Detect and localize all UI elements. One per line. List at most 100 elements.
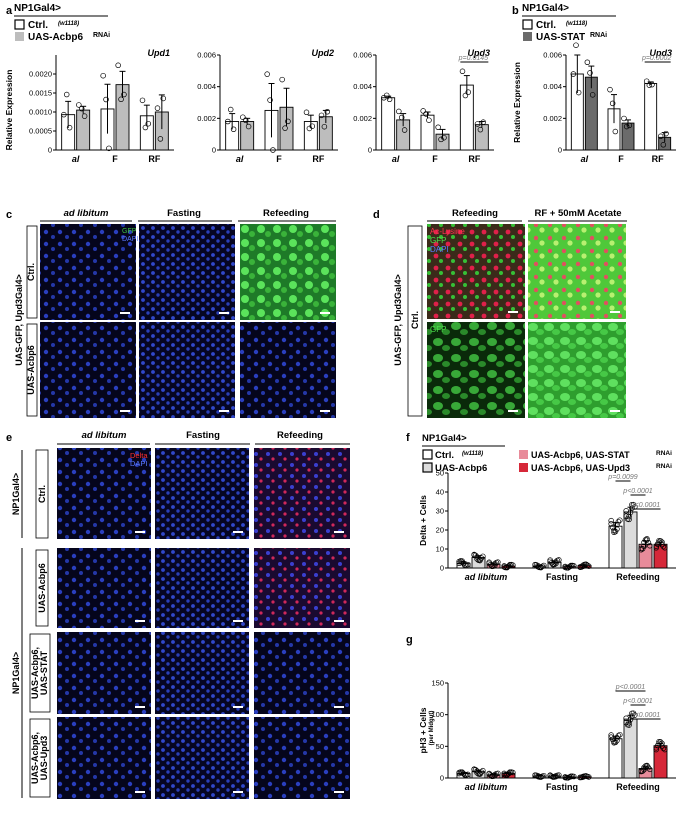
legend-f: NP1Gal4> Ctrl. (w1118) UAS-Acbp6 UAS-Acb… — [422, 433, 672, 474]
data-point — [580, 773, 586, 780]
scale-bar — [508, 410, 518, 412]
data-point — [477, 556, 483, 563]
data-point — [646, 82, 653, 88]
data-point — [270, 147, 276, 153]
legend-b-stat-sup: RNAi — [590, 32, 607, 39]
data-point — [487, 772, 494, 778]
data-point — [285, 118, 291, 125]
panel-e: ad libitum Fasting Refeeding Delta DAPI … — [11, 430, 350, 799]
data-point — [535, 773, 541, 780]
data-point — [609, 524, 616, 531]
data-point — [627, 716, 634, 723]
scale-bar — [135, 620, 145, 622]
data-point — [607, 86, 613, 93]
micrograph-d-acetate-merge — [528, 224, 626, 319]
data-point — [456, 769, 462, 776]
data-point — [639, 546, 646, 552]
panel-e-col-2: Fasting — [186, 430, 220, 441]
scale-bar — [120, 410, 130, 412]
data-point — [61, 111, 67, 118]
legend-swatch-ctrl-b — [522, 19, 533, 30]
legend-swatch-stat-rnai — [523, 32, 532, 41]
data-point — [565, 774, 571, 781]
data-point — [493, 559, 500, 566]
micrograph-c-al-rnai — [40, 322, 136, 418]
data-point — [106, 145, 112, 152]
data-point — [550, 561, 556, 568]
x-tick-label: F — [618, 154, 624, 164]
data-point — [644, 763, 650, 769]
x-tick-label: al — [236, 154, 244, 164]
data-point — [659, 740, 665, 747]
bar — [644, 83, 658, 151]
stain-d-dapi: DAPI — [430, 245, 449, 254]
y-tick-label: 30 — [436, 507, 444, 516]
y-tick-label: 0.006 — [197, 51, 216, 60]
scale-bar — [610, 410, 620, 412]
data-point — [501, 564, 507, 570]
data-point — [160, 95, 167, 102]
legend-f-swatch-ctrl — [422, 449, 433, 460]
y-axis-label: pH3 + Cells — [418, 707, 428, 753]
panel-c: ad libitum Fasting Refeeding GFP DAPI Ct… — [14, 208, 336, 418]
data-point — [538, 564, 544, 570]
legend-f-upd3: UAS-Acbp6, UAS-Upd3 — [531, 463, 630, 473]
panel-e-side-2: NP1Gal4> — [11, 652, 21, 694]
y-tick-label: 0.004 — [543, 82, 562, 91]
data-point — [653, 543, 659, 549]
micrograph-c-f-rnai — [139, 322, 235, 418]
data-point — [550, 774, 556, 780]
micrograph-e-f-upd3 — [155, 717, 249, 799]
legend-f-swatch-acbp6 — [422, 462, 433, 473]
legend-a: NP1Gal4> Ctrl. (w1118) UAS-Acbp6 RNAi — [14, 3, 110, 43]
data-point — [321, 123, 328, 130]
panel-d: Refeeding RF + 50mM Acetate Ac-Lysine GF… — [393, 208, 627, 418]
panel-e-row-3b: UAS-STAT — [39, 650, 49, 695]
y-tick-label: 0 — [212, 146, 216, 155]
data-point — [118, 96, 124, 103]
stain-e-delta: Delta — [130, 451, 148, 460]
data-point — [553, 773, 559, 779]
scale-bar — [320, 312, 330, 314]
data-point — [142, 124, 149, 131]
data-point — [649, 81, 655, 88]
data-point — [568, 562, 574, 569]
panel-e-row-4b: UAS-Upd3 — [39, 736, 49, 781]
data-point — [303, 109, 310, 116]
p-value: p=0.0002 — [641, 55, 671, 62]
data-point — [653, 544, 659, 551]
bar — [459, 84, 474, 151]
data-point — [420, 108, 426, 114]
bar — [76, 109, 91, 151]
stain-d-gfp: GFP — [430, 236, 446, 245]
micrograph-c-rf-ctrl — [240, 224, 336, 320]
data-point — [562, 774, 568, 781]
data-point — [553, 560, 559, 567]
data-point — [465, 89, 472, 95]
legend-f-swatch-stat — [519, 450, 528, 459]
data-point — [480, 119, 487, 125]
legend-b: NP1Gal4> Ctrl. (w1118) UAS-STAT RNAi — [522, 3, 616, 43]
panel-letter-g: g — [406, 634, 413, 646]
data-point — [100, 72, 106, 79]
stain-c-gfp: GFP — [122, 228, 137, 235]
data-point — [614, 521, 620, 528]
y-tick-label: 0.002 — [353, 114, 372, 123]
x-tick-label: ad libitum — [465, 572, 508, 582]
panel-letter-e: e — [6, 432, 12, 444]
legend-f-ctrl-sup: (w1118) — [462, 451, 483, 457]
data-point — [398, 114, 405, 121]
data-point — [505, 770, 512, 777]
data-point — [227, 106, 234, 113]
data-point — [638, 768, 644, 775]
y-tick-label: 0.006 — [543, 51, 562, 60]
chart-upd3-stat: 0 0.002 0.004 0.006 Upd3 Relative Expression a… — [512, 42, 676, 164]
scale-bar — [135, 706, 145, 708]
data-point — [63, 91, 70, 98]
data-point — [225, 118, 231, 125]
data-point — [547, 558, 553, 565]
legend-f-driver: NP1Gal4> — [422, 433, 467, 444]
p-value: p=0.0099 — [607, 474, 637, 481]
data-point — [157, 136, 164, 142]
scale-bar — [610, 311, 620, 313]
